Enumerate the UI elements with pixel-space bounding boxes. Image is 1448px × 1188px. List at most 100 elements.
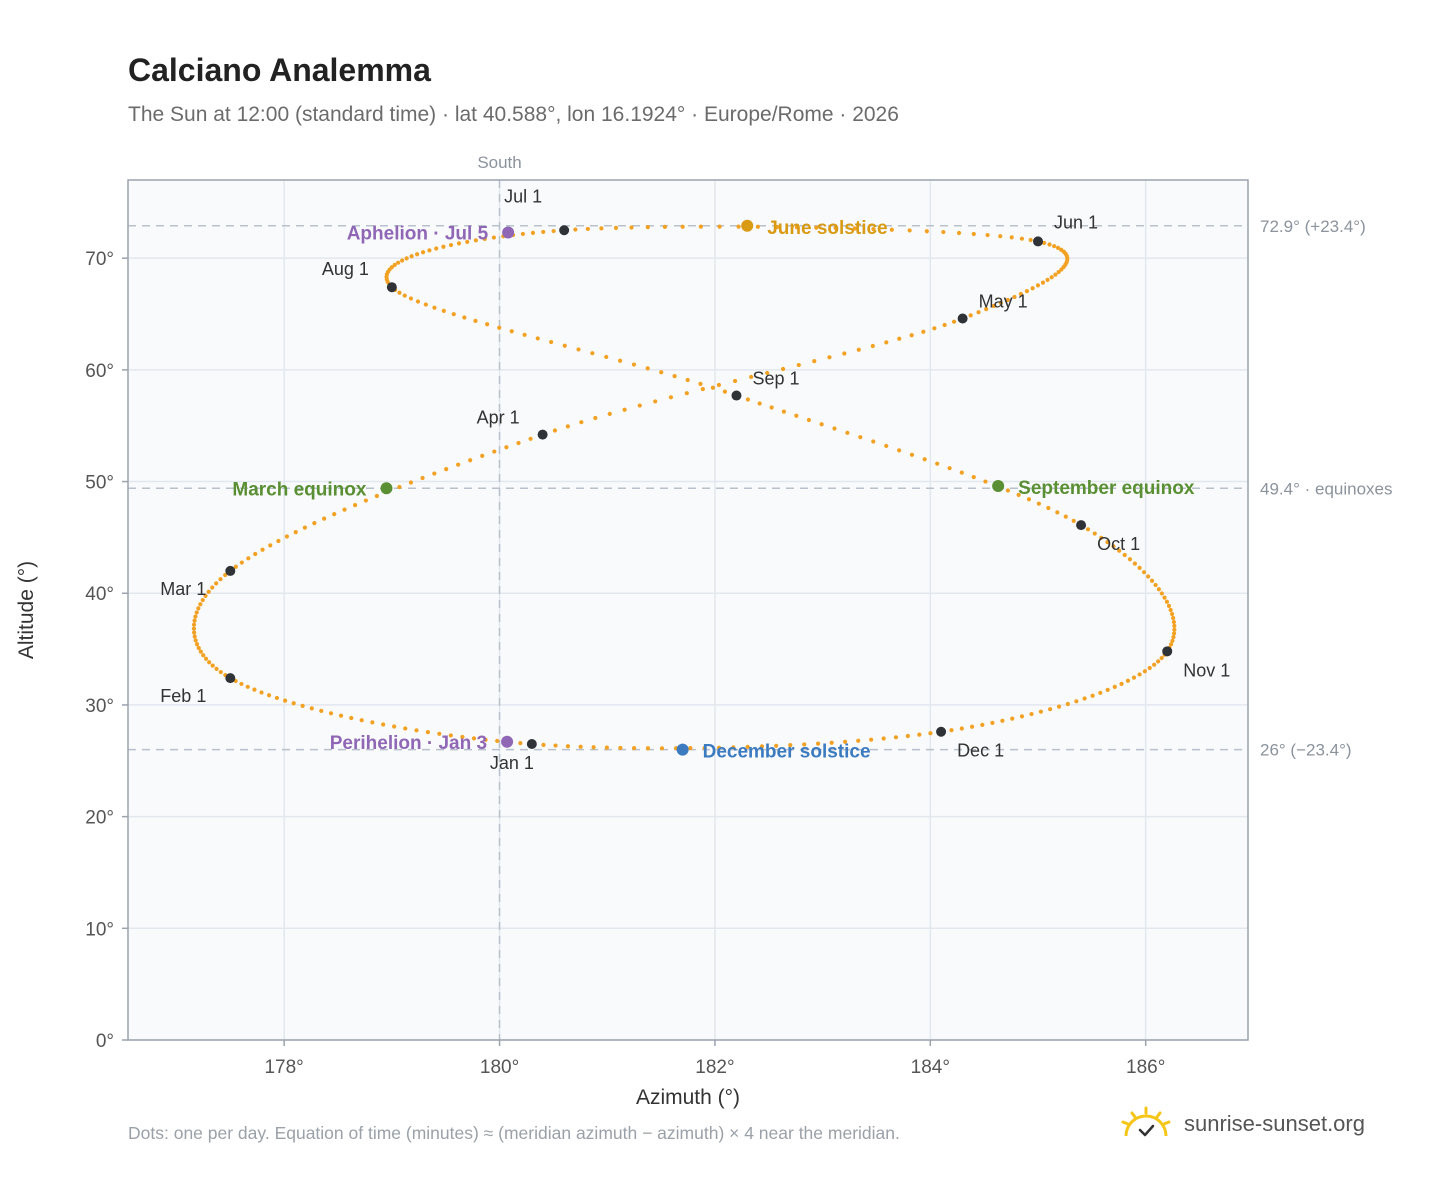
daily-dot <box>659 746 665 751</box>
month-marker <box>731 390 742 401</box>
daily-dot <box>684 391 689 396</box>
daily-dot <box>653 399 658 404</box>
daily-dot <box>613 225 619 230</box>
daily-dot <box>1127 557 1133 562</box>
month-label: May 1 <box>979 291 1028 311</box>
daily-dot <box>359 718 364 723</box>
daily-dot <box>856 347 861 352</box>
daily-dot <box>427 248 432 253</box>
event-marker <box>741 219 754 232</box>
chart-title: Calciano Analemma <box>128 52 431 88</box>
daily-dot <box>998 300 1003 306</box>
daily-dot <box>815 741 821 746</box>
daily-dot <box>214 581 219 586</box>
daily-dot <box>1049 275 1054 280</box>
daily-dot <box>425 730 430 735</box>
daily-dot <box>408 480 414 485</box>
daily-dot <box>1164 599 1169 604</box>
daily-dot <box>196 645 201 651</box>
y-tick-label: 50° <box>85 473 114 494</box>
event-marker <box>502 226 515 239</box>
daily-dot <box>400 258 405 263</box>
y-axis-label: Altitude (°) <box>15 561 38 659</box>
daily-dot <box>1099 535 1104 540</box>
daily-dot <box>497 325 502 330</box>
daily-dot <box>769 405 774 410</box>
daily-dot <box>1047 242 1052 247</box>
month-label: Aug 1 <box>322 259 369 279</box>
event-marker <box>676 743 689 756</box>
daily-dot <box>423 302 428 307</box>
month-marker <box>1076 520 1087 531</box>
daily-dot <box>629 225 634 230</box>
daily-dot <box>444 466 449 472</box>
daily-dot <box>1111 544 1116 549</box>
daily-dot <box>907 228 912 233</box>
daily-dot <box>774 743 779 748</box>
month-marker <box>1162 646 1173 657</box>
y-tick-label: 10° <box>85 919 114 940</box>
month-label: Jun 1 <box>1054 212 1098 232</box>
daily-dot <box>971 231 976 237</box>
event-label: Aphelion · Jul 5 <box>347 223 489 244</box>
daily-dot <box>1009 235 1014 240</box>
daily-dot <box>1010 716 1015 721</box>
daily-dot <box>881 736 886 741</box>
daily-dot <box>924 229 929 234</box>
daily-dot <box>1172 623 1177 628</box>
daily-dot <box>593 415 598 421</box>
daily-dot <box>668 395 674 400</box>
daily-dot <box>932 326 937 331</box>
daily-dot <box>1131 675 1137 680</box>
daily-dot <box>462 315 467 320</box>
daily-dot <box>833 225 838 231</box>
daily-dot <box>245 684 250 689</box>
daily-dot <box>736 224 741 229</box>
daily-dot <box>970 724 975 729</box>
daily-dot <box>1125 678 1131 683</box>
month-label: Jul 1 <box>504 186 542 206</box>
daily-dot <box>722 389 728 394</box>
daily-dot <box>698 224 703 229</box>
daily-dot <box>951 319 957 324</box>
brand[interactable]: sunrise-sunset.org <box>1120 1100 1365 1148</box>
daily-dot <box>473 238 478 243</box>
daily-dot <box>1137 565 1142 570</box>
daily-dot <box>522 332 527 337</box>
daily-dot <box>553 743 558 748</box>
daily-dot <box>196 606 201 611</box>
daily-dot <box>759 744 765 749</box>
daily-dot <box>871 439 876 444</box>
daily-dot <box>338 713 344 718</box>
reference-line-label: 26° (−23.4°) <box>1260 741 1352 760</box>
daily-dot <box>434 246 439 251</box>
daily-dot <box>1074 699 1079 704</box>
daily-dot <box>959 470 964 475</box>
x-tick-label: 178° <box>264 1057 303 1078</box>
month-label: Mar 1 <box>160 579 206 599</box>
daily-dot <box>392 724 397 729</box>
daily-dot <box>618 745 623 751</box>
daily-dot <box>516 440 521 446</box>
daily-dot <box>631 746 637 751</box>
daily-dot <box>259 690 264 695</box>
event-label: June solstice <box>767 218 887 239</box>
daily-dot <box>897 336 902 341</box>
daily-dot <box>520 231 525 237</box>
daily-dot <box>941 229 946 235</box>
daily-dot <box>1169 611 1175 617</box>
x-axis-label: Azimuth (°) <box>636 1086 740 1109</box>
daily-dot <box>207 660 212 665</box>
daily-dot <box>200 597 205 603</box>
daily-dot <box>448 733 453 738</box>
daily-dot <box>573 227 578 232</box>
daily-dot <box>276 538 281 544</box>
daily-dot <box>788 743 793 748</box>
month-marker <box>526 739 537 750</box>
daily-dot <box>198 602 203 607</box>
daily-dot <box>755 224 760 229</box>
daily-dot <box>1042 240 1047 246</box>
daily-dot <box>688 746 693 751</box>
daily-dot <box>535 336 540 341</box>
daily-dot <box>415 252 420 257</box>
